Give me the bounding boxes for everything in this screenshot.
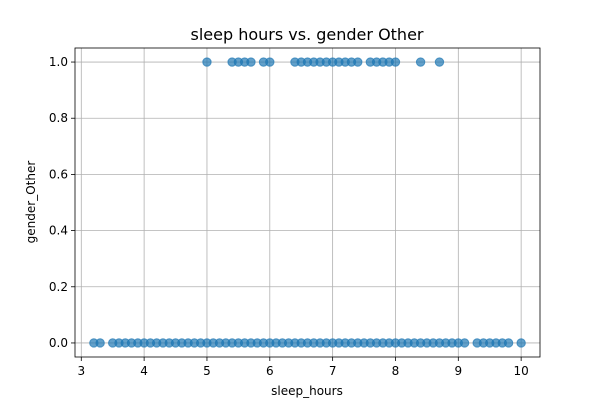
points-layer (89, 57, 526, 348)
y-tick-label: 0.8 (49, 111, 68, 125)
plot-frame (74, 47, 541, 358)
data-point (95, 338, 105, 348)
x-tick-label: 7 (329, 364, 337, 378)
data-point (503, 338, 514, 348)
y-tick-label: 0.6 (49, 167, 68, 181)
data-point (434, 57, 445, 67)
data-point (202, 57, 212, 67)
data-point (390, 57, 401, 67)
data-point (353, 57, 363, 67)
x-tick-label: 10 (514, 364, 529, 378)
data-point (265, 57, 275, 67)
x-tick-label: 5 (203, 364, 211, 378)
y-tick-label: 1.0 (49, 55, 68, 69)
chart-title: sleep hours vs. gender Other (191, 25, 424, 44)
data-point (246, 57, 256, 67)
x-tick-label: 9 (454, 364, 462, 378)
data-point (459, 338, 470, 348)
x-tick-label: 6 (266, 364, 274, 378)
y-axis-label: gender_Other (24, 161, 38, 244)
x-axis-label: sleep_hours (271, 384, 343, 398)
y-tick-label: 0.2 (49, 280, 68, 294)
x-tick-label: 3 (77, 364, 85, 378)
data-point (516, 338, 526, 348)
ticks-layer: 3 4 5 6 7 8 9 10 0.0 0.2 0.4 0.6 0.8 1.0 (49, 55, 529, 378)
grid-layer (75, 48, 540, 357)
y-tick-label: 0.0 (49, 336, 68, 350)
x-tick-label: 8 (392, 364, 400, 378)
x-tick-label: 4 (140, 364, 148, 378)
data-point (415, 57, 426, 67)
y-tick-label: 0.4 (49, 224, 68, 238)
